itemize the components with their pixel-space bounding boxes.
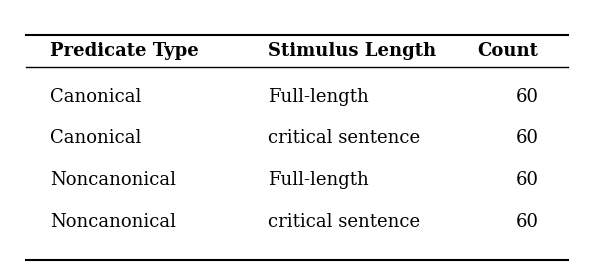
Text: Canonical: Canonical xyxy=(50,88,141,106)
Text: critical sentence: critical sentence xyxy=(267,213,420,230)
Text: Full-length: Full-length xyxy=(267,88,368,106)
Text: 60: 60 xyxy=(515,129,538,147)
Text: Canonical: Canonical xyxy=(50,129,141,147)
Text: 60: 60 xyxy=(515,88,538,106)
Text: 60: 60 xyxy=(515,213,538,230)
Text: Noncanonical: Noncanonical xyxy=(50,171,176,189)
Text: Full-length: Full-length xyxy=(267,171,368,189)
Text: critical sentence: critical sentence xyxy=(267,129,420,147)
Text: Noncanonical: Noncanonical xyxy=(50,213,176,230)
Text: Predicate Type: Predicate Type xyxy=(50,42,198,60)
Text: Stimulus Length: Stimulus Length xyxy=(267,42,436,60)
Text: Count: Count xyxy=(478,42,538,60)
Text: 60: 60 xyxy=(515,171,538,189)
